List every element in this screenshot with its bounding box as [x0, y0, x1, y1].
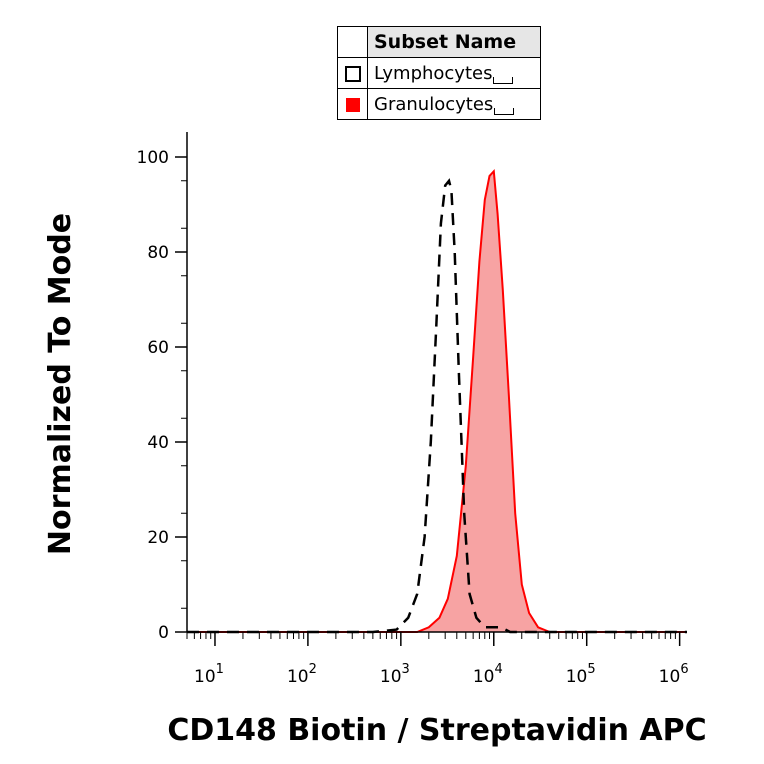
series-granulocytes-fill — [187, 171, 687, 633]
x-tick-label-2: 102 — [287, 662, 317, 687]
y-tick-label-0: 0 — [158, 623, 169, 643]
series-granulocytes-line — [187, 168, 687, 633]
x-tick-label-5: 105 — [566, 662, 596, 687]
legend-label-lymphocytes: Lymphocytes — [374, 62, 493, 84]
y-tick-label-20: 20 — [147, 528, 169, 548]
x-tick-label-6: 106 — [659, 662, 689, 687]
legend-header-row: Subset Name — [337, 26, 541, 58]
legend-row-granulocytes: Granulocytes — [337, 88, 541, 120]
legend-label-granulocytes: Granulocytes — [374, 93, 494, 115]
legend-swatch-lymphocytes — [344, 66, 361, 82]
x-tick-label-3: 103 — [380, 662, 410, 687]
legend: Subset Name Lymphocytes Granulocytes — [337, 26, 541, 120]
legend-header: Subset Name — [367, 26, 541, 58]
series-lymphocytes-line — [187, 178, 687, 634]
legend-row-lymphocytes: Lymphocytes — [337, 57, 541, 89]
plot-area — [187, 168, 687, 634]
legend-swatch-granulocytes — [345, 98, 360, 112]
x-axis-title: CD148 Biotin / Streptavidin APC — [167, 713, 706, 748]
x-tick-label-4: 104 — [473, 662, 503, 687]
y-axis-title: Normalized To Mode — [43, 213, 78, 555]
y-tick-label-60: 60 — [147, 338, 169, 358]
y-tick-label-100: 100 — [137, 148, 169, 168]
y-tick-label-80: 80 — [147, 243, 169, 263]
legend-marker-box — [493, 76, 514, 84]
y-tick-label-40: 40 — [147, 433, 169, 453]
legend-marker-box — [494, 107, 515, 115]
axes: 0 20 40 60 80 100 101 102 103 104 105 106 — [137, 132, 689, 687]
x-tick-label-1: 101 — [194, 662, 224, 687]
legend-header-blank — [337, 26, 368, 58]
